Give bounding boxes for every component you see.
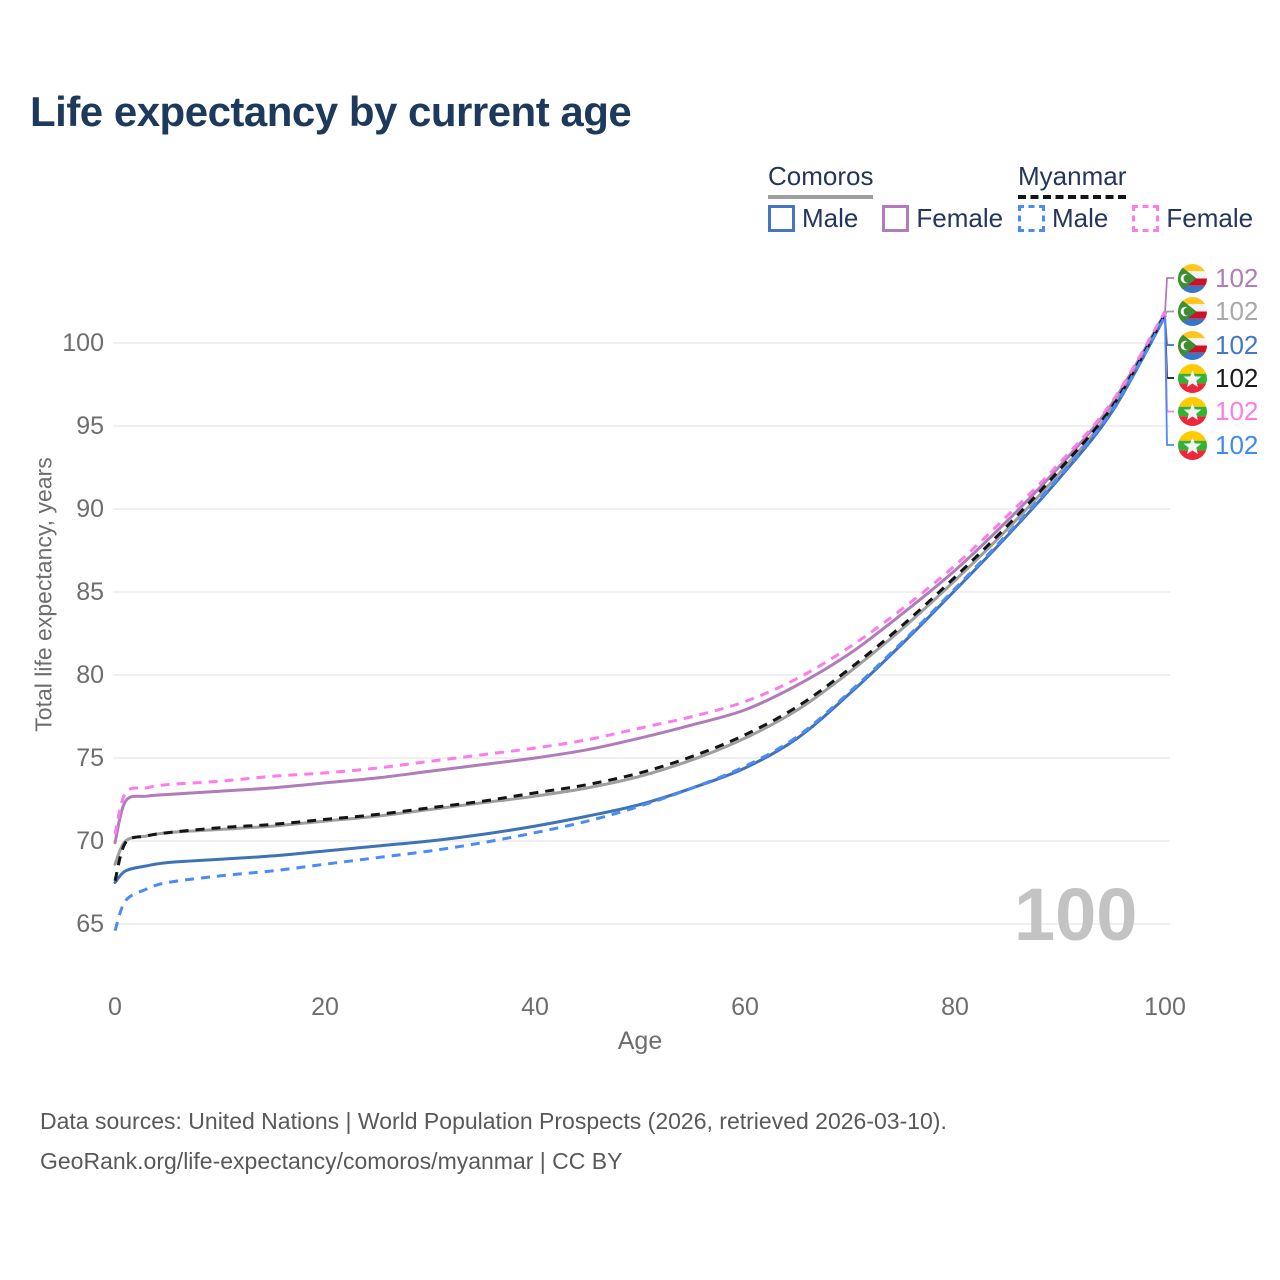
series-line-myanmar-female[interactable] bbox=[113, 310, 1167, 835]
series-line-myanmar-male[interactable] bbox=[113, 315, 1167, 932]
connector-comoros-female bbox=[1164, 277, 1174, 314]
y-tick-label: 70 bbox=[76, 827, 104, 855]
end-label-myanmar-both: 102 bbox=[1178, 361, 1258, 395]
series-line-myanmar-both[interactable] bbox=[113, 314, 1167, 882]
series-line-comoros-both[interactable] bbox=[113, 313, 1167, 866]
end-label-value: 102 bbox=[1215, 396, 1259, 426]
end-label-value: 102 bbox=[1215, 329, 1259, 360]
legend-group-comoros: Comoros bbox=[768, 161, 874, 199]
x-tick-label: 0 bbox=[108, 993, 122, 1021]
end-label-value: 102 bbox=[1215, 362, 1259, 393]
y-tick-label: 95 bbox=[76, 412, 104, 440]
connector-comoros-both bbox=[1164, 310, 1174, 316]
x-tick-label: 20 bbox=[311, 993, 339, 1021]
legend-item-myanmar-female[interactable]: Female bbox=[1132, 203, 1253, 234]
end-label-value: 102 bbox=[1215, 262, 1259, 293]
myanmar-female-swatch-icon bbox=[1132, 205, 1160, 232]
age-cursor-watermark: 100 bbox=[1014, 873, 1138, 956]
legend-item-comoros-female[interactable]: Female bbox=[882, 203, 1003, 234]
footer-source-line: Data sources: United Nations | World Pop… bbox=[40, 1108, 947, 1134]
comoros-flag-icon bbox=[1178, 297, 1207, 326]
end-label-value: 102 bbox=[1215, 429, 1259, 460]
x-tick-label: 40 bbox=[521, 993, 549, 1021]
legend-item-label: Female bbox=[1166, 203, 1254, 233]
comoros-male-swatch-icon bbox=[768, 205, 795, 232]
end-label-myanmar-male: 102 bbox=[1178, 428, 1258, 462]
myanmar-flag-icon bbox=[1178, 363, 1207, 393]
legend-row-comoros: Male Female bbox=[768, 203, 1027, 234]
series-line-comoros-female[interactable] bbox=[113, 311, 1167, 845]
comoros-flag-icon bbox=[1178, 330, 1207, 360]
end-label-comoros-female: 102 bbox=[1178, 261, 1258, 295]
chart-title: Life expectancy by current age bbox=[30, 88, 632, 135]
end-label-myanmar-female: 102 bbox=[1178, 395, 1258, 429]
x-tick-label: 100 bbox=[1144, 993, 1186, 1021]
legend-item-label: Male bbox=[1052, 203, 1109, 233]
y-tick-label: 85 bbox=[76, 578, 104, 606]
y-tick-label: 90 bbox=[76, 495, 104, 523]
chart-canvas bbox=[113, 277, 1174, 932]
y-tick-label: 65 bbox=[76, 910, 104, 938]
myanmar-male-swatch-icon bbox=[1018, 205, 1045, 232]
legend-group-myanmar: Myanmar bbox=[1018, 161, 1127, 199]
legend-item-label: Male bbox=[802, 203, 859, 233]
end-label-comoros-both: 102 bbox=[1178, 295, 1258, 329]
legend-item-myanmar-male[interactable]: Male bbox=[1018, 203, 1108, 234]
legend-item-label: Female bbox=[916, 203, 1004, 233]
comoros-female-swatch-icon bbox=[882, 205, 910, 232]
end-label-comoros-male: 102 bbox=[1178, 328, 1258, 362]
legend-item-comoros-male[interactable]: Male bbox=[768, 203, 858, 234]
comoros-flag-icon bbox=[1178, 263, 1207, 293]
x-tick-label: 80 bbox=[941, 993, 969, 1021]
connector-myanmar-male bbox=[1164, 316, 1174, 446]
x-tick-label: 60 bbox=[731, 993, 759, 1021]
y-tick-label: 100 bbox=[62, 329, 104, 357]
end-label-value: 102 bbox=[1215, 296, 1259, 326]
series-line-comoros-male[interactable] bbox=[113, 314, 1167, 884]
myanmar-flag-icon bbox=[1178, 397, 1207, 426]
y-tick-label: 75 bbox=[76, 744, 104, 772]
y-tick-label: 80 bbox=[76, 661, 104, 689]
x-axis-title: Age bbox=[617, 1027, 663, 1055]
footer-attribution-line[interactable]: GeoRank.org/life-expectancy/comoros/myan… bbox=[40, 1148, 623, 1174]
myanmar-flag-icon bbox=[1178, 430, 1207, 460]
legend-row-myanmar: Male Female bbox=[1018, 203, 1277, 234]
